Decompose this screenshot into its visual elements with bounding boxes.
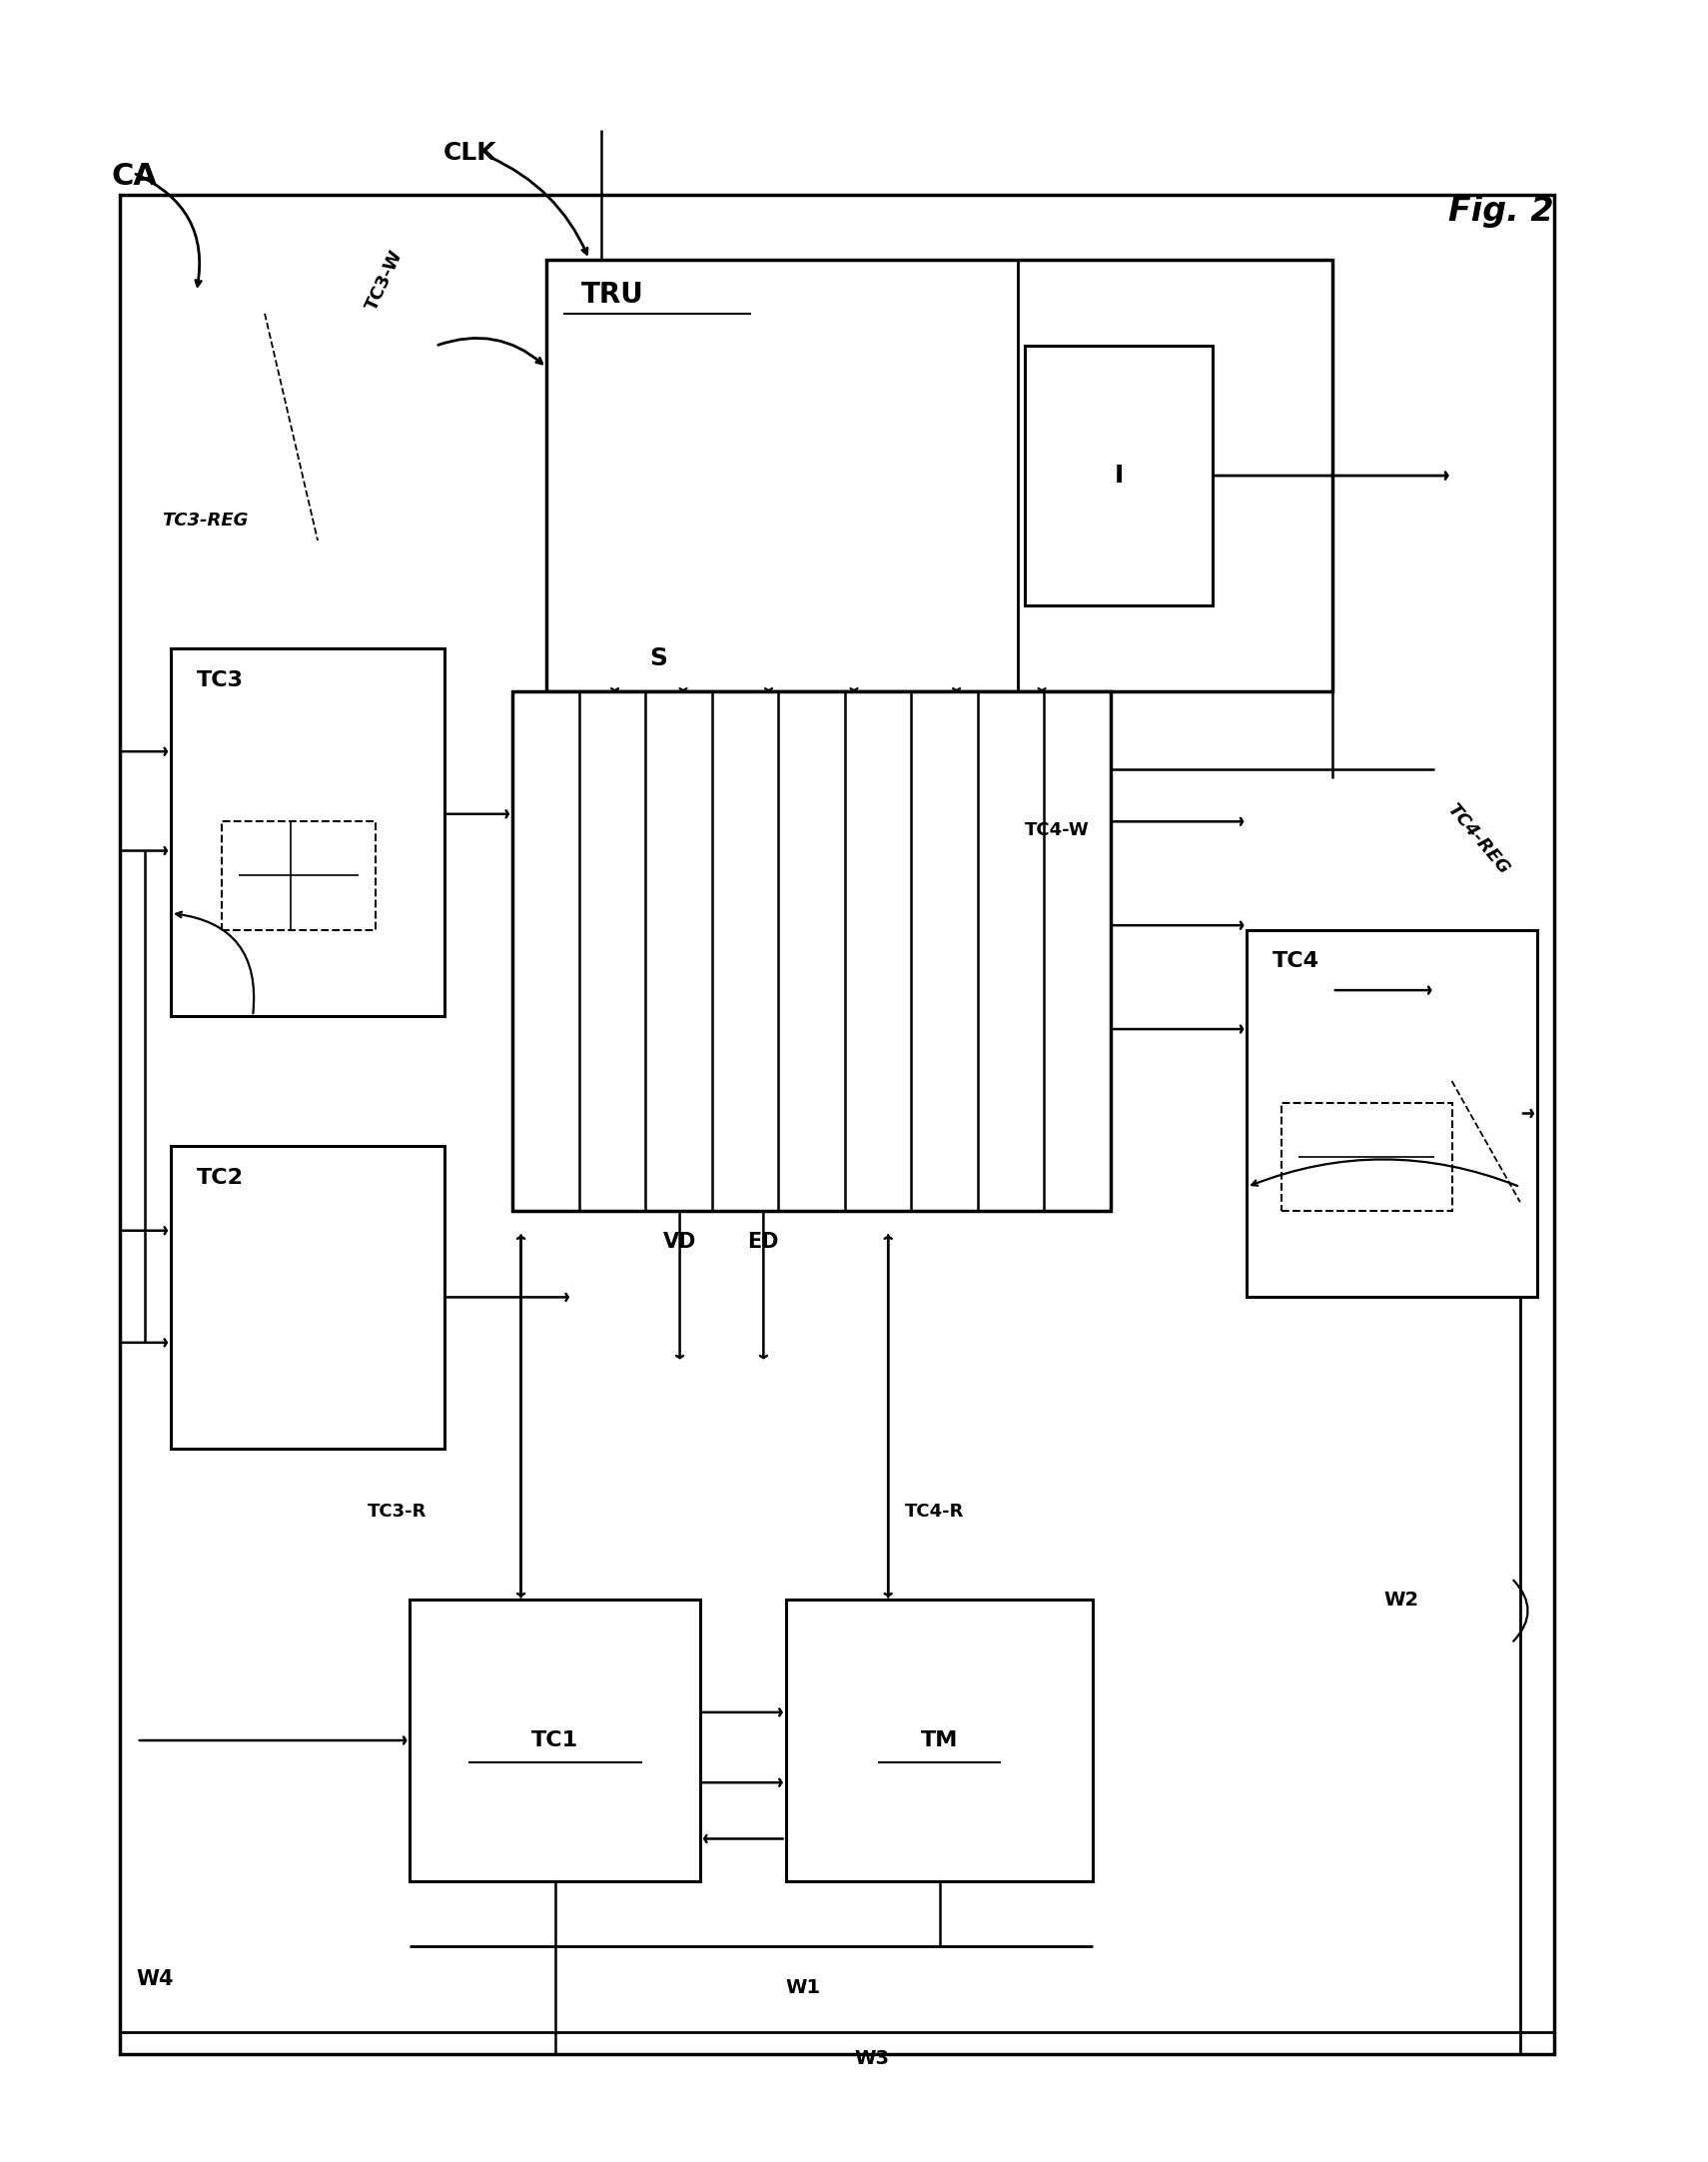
Text: TC1: TC1 (531, 1730, 579, 1751)
Bar (154, 540, 564, 1103)
Text: TRU: TRU (581, 281, 644, 309)
Text: TC3-R: TC3-R (367, 1503, 427, 1520)
Text: TM: TM (921, 1730, 958, 1751)
Bar (1281, 1103, 1452, 1211)
Text: TC3: TC3 (196, 670, 243, 690)
Text: W1: W1 (786, 1978, 820, 1998)
Bar (1247, 930, 1537, 1297)
Bar (786, 1600, 1093, 1881)
Text: TC4-REG: TC4-REG (1443, 800, 1513, 878)
Text: S: S (649, 646, 668, 670)
Text: I: I (1114, 463, 1124, 489)
Text: TC2: TC2 (196, 1167, 243, 1187)
Bar (512, 692, 1110, 1211)
Text: TC3-REG: TC3-REG (162, 512, 249, 530)
Bar (1025, 346, 1213, 605)
Bar (410, 1600, 700, 1881)
Text: ED: ED (748, 1232, 779, 1252)
Bar (120, 195, 1554, 2054)
Bar (1008, 778, 1435, 1384)
Text: TC4-R: TC4-R (905, 1503, 965, 1520)
Text: W4: W4 (137, 1970, 174, 1989)
Text: TC3-W: TC3-W (362, 246, 407, 313)
Text: W3: W3 (854, 2050, 888, 2069)
Bar (222, 822, 376, 930)
Text: CLK: CLK (442, 141, 497, 164)
Text: TC4-W: TC4-W (1025, 822, 1090, 839)
Bar (171, 649, 444, 1016)
Text: Fig. 2: Fig. 2 (1448, 195, 1554, 227)
Text: W2: W2 (1383, 1591, 1419, 1609)
Bar (547, 259, 1332, 692)
Text: TC4: TC4 (1272, 951, 1319, 971)
Text: VD: VD (663, 1232, 697, 1252)
Text: CA: CA (111, 162, 157, 190)
Bar (171, 1146, 444, 1449)
